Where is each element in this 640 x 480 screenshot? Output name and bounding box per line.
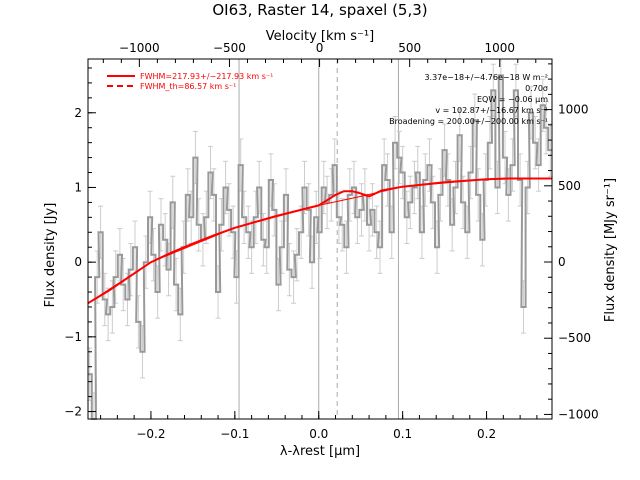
data-series-line (88, 74, 552, 420)
x-tick-label: 0.0 (309, 427, 328, 441)
right-tick-label: −1000 (558, 407, 599, 421)
top-tick-label: 0 (316, 41, 324, 55)
annotation-text: 0.70σ (525, 84, 548, 93)
continuum-series-line (87, 178, 553, 304)
legend: FWHM=217.93+/−217.93 km s⁻¹FWHM_th=86.57… (107, 72, 273, 91)
right-tick-label: 1000 (558, 103, 589, 117)
top-tick-label: −1000 (119, 41, 160, 55)
y-tick-label: 0 (74, 255, 82, 269)
x-tick-label: 0.2 (477, 427, 496, 441)
annotations: 3.37e−18+/−4.76e−18 W m⁻² 0.70σ EQW = −0.0… (389, 73, 548, 126)
x-tick-label: −0.1 (220, 427, 249, 441)
legend-label: FWHM=217.93+/−217.93 km s⁻¹ (140, 72, 273, 81)
annotation-text: Broadening = 200.00+/−200.00 km s⁻¹ (389, 117, 548, 126)
right-tick-label: −500 (558, 331, 591, 345)
chart-title: OI63, Raster 14, spaxel (5,3) (212, 1, 427, 19)
right-axis-label: Flux density [MJy sr⁻¹] (603, 178, 618, 322)
top-tick-label: 1000 (484, 41, 515, 55)
right-tick-label: 500 (558, 179, 581, 193)
axes: −0.2 −0.1 0.0 0.1 0.2 −1000 −500 0 500 1000 −2 −1 0 1… (64, 41, 598, 441)
x-tick-label: −0.2 (136, 427, 165, 441)
y-tick-label: 1 (74, 180, 82, 194)
y-tick-label: 2 (74, 106, 82, 120)
top-tick-label: 500 (398, 41, 421, 55)
annotation-text: v = 102.87+/−16.67 km s⁻¹ (435, 106, 548, 115)
x-tick-label: 0.1 (393, 427, 412, 441)
right-tick-label: 0 (558, 255, 566, 269)
top-axis-label: Velocity [km s⁻¹] (266, 29, 374, 44)
x-axis-label: λ-λrest [μm] (280, 444, 360, 459)
annotation-text: EQW = −0.06 μm (477, 95, 548, 104)
legend-label: FWHM_th=86.57 km s⁻¹ (140, 82, 236, 91)
y-axis-label: Flux density [Jy] (43, 203, 58, 308)
y-tick-label: −2 (64, 405, 82, 419)
top-tick-label: −500 (213, 41, 246, 55)
series-group (87, 74, 553, 420)
y-tick-label: −1 (64, 330, 82, 344)
annotation-text: 3.37e−18+/−4.76e−18 W m⁻² (424, 73, 548, 82)
